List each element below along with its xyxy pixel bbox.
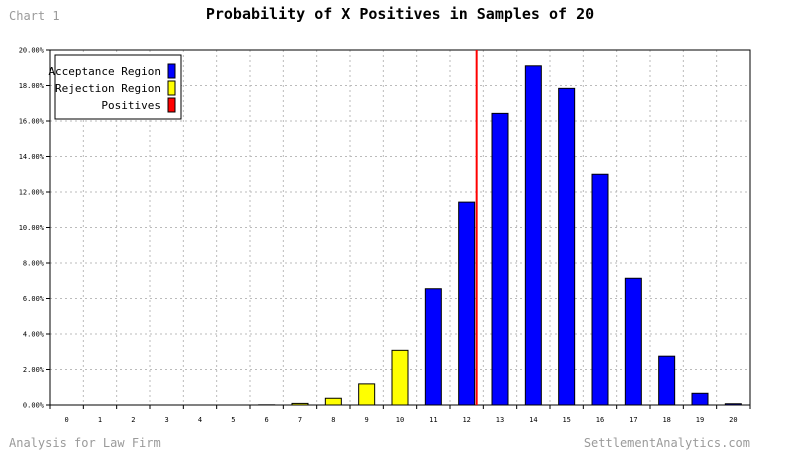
y-tick-label: 0.00% — [23, 402, 45, 410]
bar-acceptance-region — [624, 277, 642, 406]
y-tick-label: 2.00% — [23, 366, 45, 374]
x-tick-label: 7 — [298, 416, 302, 424]
y-tick-label: 14.00% — [19, 153, 45, 161]
bar-rejection-region — [324, 397, 342, 406]
legend-swatch — [167, 97, 176, 113]
legend-label: Rejection Region — [55, 82, 161, 95]
x-tick-label: 12 — [462, 416, 470, 424]
x-tick-label: 5 — [231, 416, 235, 424]
x-tick-label: 17 — [629, 416, 637, 424]
x-tick-label: 2 — [131, 416, 135, 424]
y-tick-label: 4.00% — [23, 331, 45, 339]
y-tick-label: 10.00% — [19, 224, 45, 232]
x-tick-label: 1 — [98, 416, 102, 424]
y-tick-label: 12.00% — [19, 189, 45, 197]
legend-swatch — [167, 80, 176, 96]
bar-acceptance-region — [524, 65, 542, 406]
x-tick-label: 20 — [729, 416, 737, 424]
bar-acceptance-region — [724, 403, 742, 406]
x-tick-label: 13 — [496, 416, 504, 424]
bar-acceptance-region — [491, 112, 509, 406]
footer-right-text: SettlementAnalytics.com — [583, 436, 750, 450]
chart-number-label: Chart 1 — [9, 9, 60, 23]
x-tick-label: 11 — [429, 416, 437, 424]
x-tick-label: 16 — [596, 416, 604, 424]
bar-acceptance-region — [658, 355, 676, 406]
x-tick-label: 8 — [331, 416, 335, 424]
legend-label: Acceptance Region — [48, 65, 161, 78]
bar-acceptance-region — [558, 87, 576, 406]
bar-acceptance-region — [424, 288, 442, 406]
footer-left-text: Analysis for Law Firm — [9, 436, 161, 450]
x-tick-label: 15 — [562, 416, 570, 424]
bar-acceptance-region — [458, 201, 476, 406]
bar-acceptance-region — [691, 392, 709, 406]
y-tick-label: 6.00% — [23, 295, 45, 303]
y-tick-label: 8.00% — [23, 260, 45, 268]
legend-box — [54, 54, 182, 120]
x-tick-label: 18 — [662, 416, 670, 424]
x-tick-label: 0 — [65, 416, 69, 424]
x-tick-label: 10 — [396, 416, 404, 424]
legend-label: Positives — [101, 99, 161, 112]
chart-title: Probability of X Positives in Samples of… — [205, 5, 595, 23]
legend-swatch — [167, 63, 176, 79]
y-tick-label: 18.00% — [19, 82, 45, 90]
x-tick-label: 9 — [365, 416, 369, 424]
bar-rejection-region — [291, 402, 309, 406]
x-tick-label: 4 — [198, 416, 202, 424]
x-tick-label: 3 — [165, 416, 169, 424]
x-tick-label: 14 — [529, 416, 537, 424]
x-tick-label: 19 — [696, 416, 704, 424]
y-tick-label: 16.00% — [19, 118, 45, 126]
bar-acceptance-region — [591, 173, 609, 406]
x-tick-label: 6 — [265, 416, 269, 424]
bar-rejection-region — [358, 383, 376, 406]
y-tick-label: 20.00% — [19, 47, 45, 55]
bar-rejection-region — [391, 349, 409, 406]
